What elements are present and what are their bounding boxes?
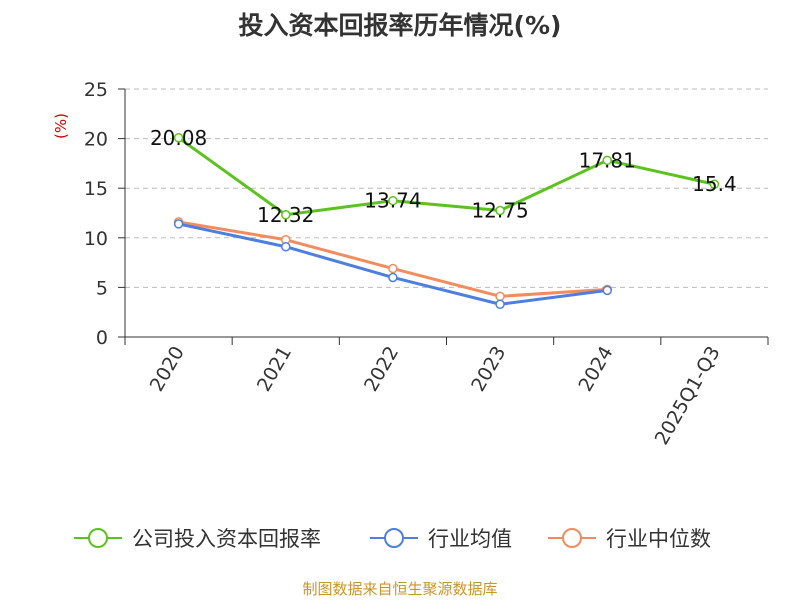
data-point [388, 195, 398, 206]
data-label: 12.75 [471, 199, 528, 223]
x-tick-label: 2024 [574, 343, 617, 396]
data-label: 12.32 [257, 203, 314, 227]
data-point [281, 241, 291, 252]
x-tick-label: 2022 [360, 343, 403, 396]
y-tick-label: 10 [84, 228, 108, 250]
y-tick-label: 15 [84, 178, 108, 200]
data-point [388, 272, 398, 283]
legend-label: 行业均值 [428, 527, 512, 551]
legend-label: 公司投入资本回报率 [132, 527, 321, 551]
y-tick-label: 0 [96, 327, 108, 349]
grid-lines [125, 88, 768, 288]
data-point [495, 205, 505, 216]
data-point [495, 299, 505, 310]
legend-marker [384, 528, 404, 548]
y-tick-label: 20 [84, 129, 108, 151]
data-label: 20.08 [150, 126, 207, 150]
data-point [173, 133, 184, 143]
legend-label: 行业中位数 [606, 527, 711, 551]
legend-marker [88, 528, 108, 548]
data-point [173, 219, 184, 229]
data-point [602, 155, 612, 166]
data-point [388, 263, 398, 274]
data-label: 13.74 [364, 189, 421, 213]
source-note: 制图数据来自恒生聚源数据库 [302, 580, 497, 598]
series-line [178, 220, 608, 298]
y-axis-label: (%) [52, 113, 70, 139]
y-tick-label: 5 [96, 277, 108, 299]
data-point [602, 285, 612, 296]
data-point [709, 179, 720, 189]
series-line [177, 136, 715, 217]
data-label: 15.4 [692, 172, 737, 196]
y-tick-label: 25 [84, 79, 108, 101]
x-tick-label: 2023 [467, 343, 510, 396]
x-tick-label: 2025Q1-Q3 [651, 343, 725, 449]
data-point [495, 291, 505, 302]
legend-marker [562, 528, 582, 548]
chart-title: 投入资本回报率历年情况(%) [239, 11, 562, 40]
data-labels: 20.08 12.32 13.74 12.75 17.81 15.4 [150, 126, 737, 227]
x-tick-label: 2020 [146, 343, 189, 396]
x-tick-label: 2021 [253, 343, 296, 396]
data-label: 17.81 [579, 148, 636, 172]
series-lines [173, 133, 720, 310]
legend: 公司投入资本回报率 行业均值 行业中位数 [74, 527, 711, 551]
data-point [281, 210, 291, 220]
